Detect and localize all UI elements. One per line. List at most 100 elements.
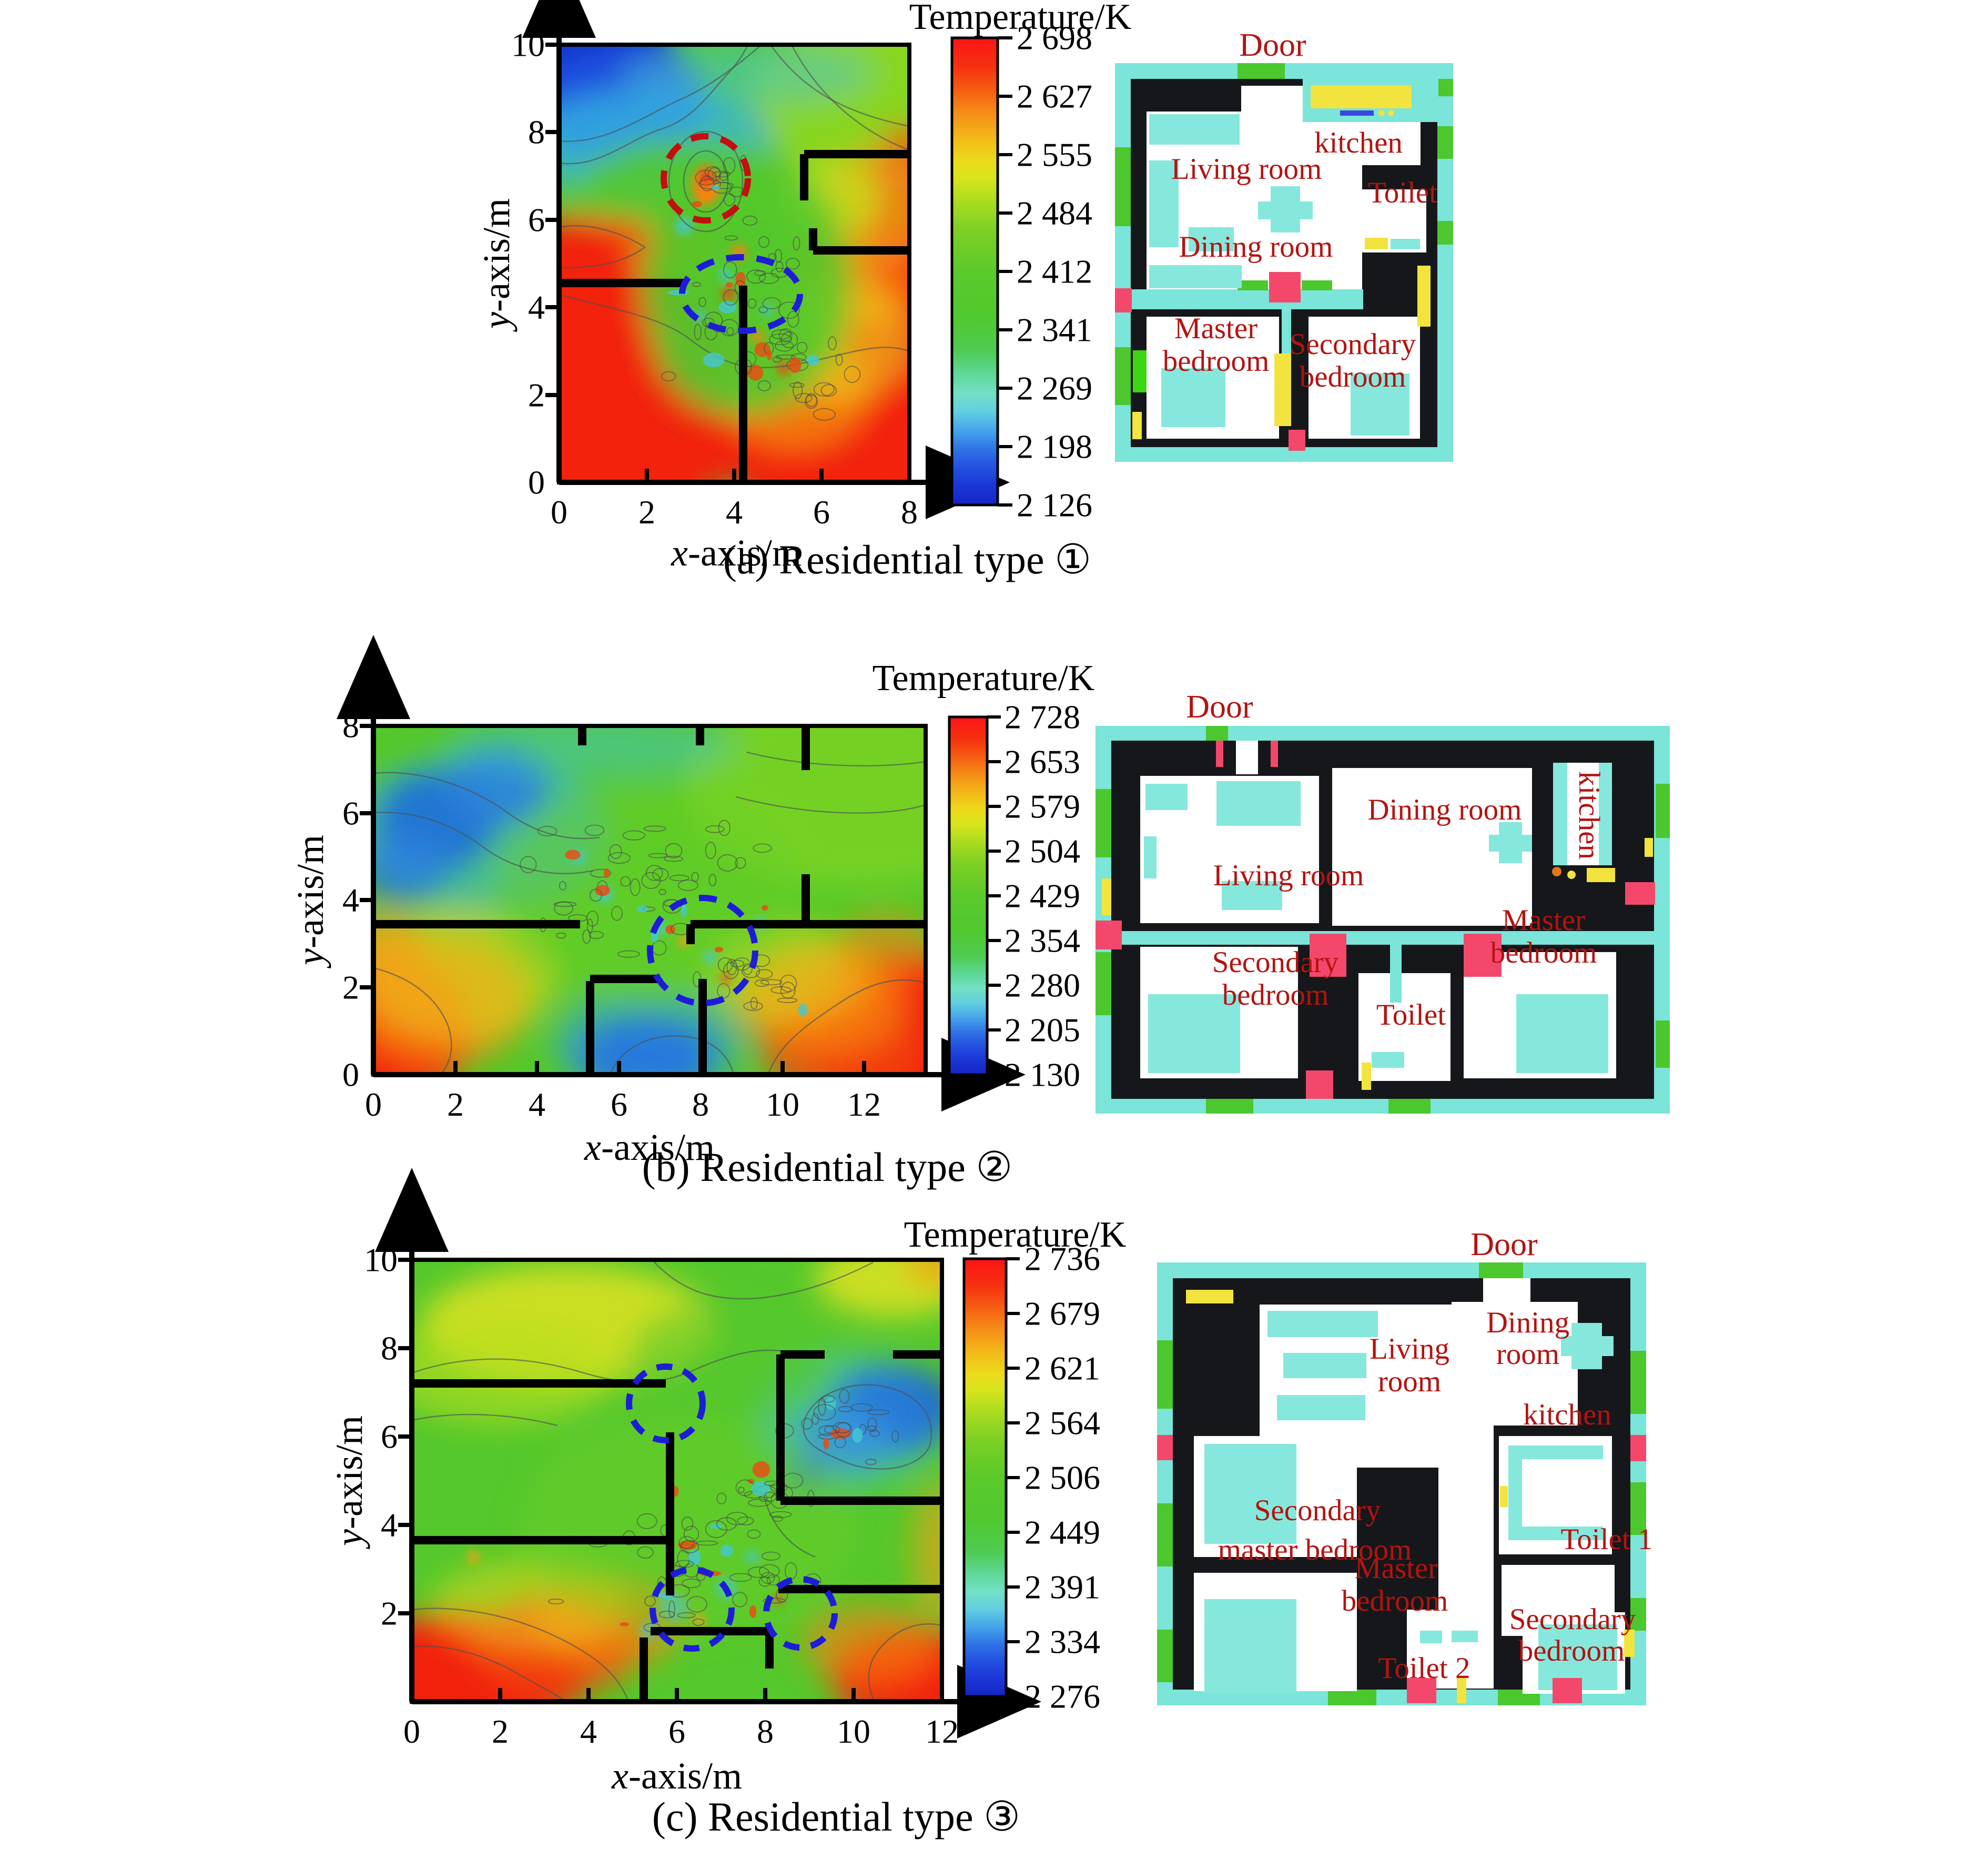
y-axis-title-a: y-axis/m [475, 198, 518, 332]
room-label-secondary: bedroom [1300, 360, 1406, 393]
x-tick-label: 4 [726, 493, 743, 531]
room-label-dining: Dining [1486, 1306, 1569, 1339]
room-label-secondary-master: master bedroom [1218, 1533, 1412, 1566]
panel-b: 0 2 4 6 8 10 12 0 2 4 6 8 x-axis/m y-axi… [289, 635, 1670, 1190]
room-label-living: Living room [1213, 859, 1364, 892]
colorbar-gradient-a [950, 36, 999, 507]
interior-walls-b [373, 726, 926, 1075]
interior-walls-c [412, 1350, 942, 1702]
x-tick-label: 2 [638, 493, 655, 531]
colorbar-label: 2 728 [1005, 699, 1080, 736]
x-axis-title-c: x-axis/m [611, 1755, 742, 1797]
colorbar-a: Temperature/K 2 698 2 627 2 555 2 484 2 … [909, 0, 1132, 524]
room-label-master: bedroom [1163, 345, 1270, 378]
contour-lines-a [559, 45, 909, 369]
colorbar-label: 2 276 [1025, 1678, 1100, 1715]
temperature-field-blobs-b [373, 726, 926, 1075]
room-label-master: bedroom [1490, 936, 1597, 969]
x-tick-label: 2 [492, 1713, 509, 1750]
y-tick-label: 2 [528, 377, 545, 414]
axes-b: 0 2 4 6 8 10 12 0 2 4 6 8 x-axis/m y-axi… [289, 635, 1026, 1168]
x-ticks-c [498, 1688, 944, 1702]
room-label-toilet1: Toilet 1 [1561, 1523, 1653, 1556]
room-label-secondary: Secondary [1290, 328, 1416, 361]
colorbar-label: 2 412 [1017, 253, 1092, 290]
y-ticks-b [360, 724, 373, 989]
room-label-secondary: bedroom [1222, 978, 1329, 1012]
contour-plot-b: 0 2 4 6 8 10 12 0 2 4 6 8 x-axis/m y-axi… [289, 635, 1026, 1168]
x-axis-title-b: x-axis/m [584, 1126, 715, 1168]
x-tick-label: 6 [668, 1713, 685, 1750]
colorbar-label: 2 205 [1005, 1012, 1080, 1049]
floorplan-a-furniture [1149, 114, 1420, 436]
y-tick-label: 2 [381, 1595, 398, 1632]
floorplan-c-yellow-objects [1186, 1290, 1635, 1703]
floorplan-a-yellow-objects [1132, 85, 1431, 439]
annotation-dashed-circle-blue-b [647, 895, 758, 1006]
y-tick-label: 2 [342, 969, 359, 1006]
room-label-kitchen: kitchen [1523, 1398, 1611, 1431]
colorbar-ticks-c [1006, 1257, 1020, 1698]
room-label-toilet: Toilet [1368, 176, 1437, 209]
colorbar-b: Temperature/K 2 728 2 653 2 579 2 504 2 … [873, 658, 1095, 1094]
x-tick-label: 10 [766, 1086, 799, 1123]
floorplan-c-furniture [1204, 1311, 1617, 1693]
room-label-master: Master [1174, 312, 1257, 345]
colorbar-label: 2 506 [1025, 1459, 1100, 1497]
floorplan-b-furniture [1144, 763, 1612, 1073]
y-tick-label: 8 [381, 1330, 398, 1367]
annotation-dashed-circle-blue-c2 [650, 1566, 735, 1652]
room-label-living: Living [1370, 1332, 1449, 1366]
x-tick-label: 0 [551, 493, 567, 531]
interior-walls-a [559, 150, 909, 482]
colorbar-label: 2 579 [1005, 788, 1080, 825]
temperature-field-blobs-a [559, 45, 909, 482]
room-label-living: Living room [1171, 153, 1322, 186]
colorbar-label: 2 698 [1017, 19, 1092, 57]
room-label-kitchen: kitchen [1573, 771, 1606, 860]
room-label-kitchen: kitchen [1314, 126, 1403, 159]
floorplan-a-door-markers [1115, 272, 1305, 451]
x-tick-label: 0 [403, 1713, 420, 1750]
y-tick-label: 8 [528, 114, 545, 151]
x-ticks-b [453, 1061, 866, 1075]
room-label-toilet: Toilet [1376, 998, 1446, 1032]
caption-c: (c) Residential type ③ [652, 1794, 1020, 1839]
room-label-master: Master [1355, 1552, 1438, 1585]
door-label-a: Door [1239, 27, 1306, 63]
colorbar-label: 2 269 [1017, 370, 1092, 407]
colorbar-label: 2 621 [1025, 1350, 1100, 1387]
panel-c: 0 2 4 6 8 10 12 2 4 6 8 10 x-axis/m y-ax… [328, 1168, 1653, 1839]
floorplan-b-window-segments [1096, 726, 1670, 1114]
axes-a: 0 2 4 6 8 0 2 4 6 8 10 x-axis/m y-axis/m [475, 0, 1010, 574]
y-ticks-c [398, 1258, 412, 1615]
x-tick-label: 4 [529, 1086, 545, 1123]
x-tick-label: 2 [447, 1086, 464, 1123]
y-tick-label: 10 [364, 1241, 398, 1279]
y-axis-title-b: y-axis/m [289, 835, 331, 969]
colorbar-label: 2 126 [1017, 487, 1092, 524]
colorbar-label: 2 429 [1005, 877, 1080, 915]
annotation-dashed-ellipse-blue-a [679, 254, 803, 334]
axes-c: 0 2 4 6 8 10 12 2 4 6 8 10 x-axis/m y-ax… [328, 1168, 1041, 1797]
colorbar-label: 2 198 [1017, 428, 1092, 466]
floorplan-c-room-labels: Dining room Living room kitchen Secondar… [1218, 1306, 1653, 1685]
y-tick-label: 4 [528, 289, 545, 326]
room-label-secondary: Secondary [1212, 946, 1339, 979]
x-tick-label: 6 [813, 493, 830, 531]
colorbar-label: 2 280 [1005, 967, 1080, 1004]
x-tick-label: 12 [847, 1086, 881, 1123]
colorbar-label: 2 627 [1017, 78, 1092, 115]
x-tick-label: 6 [611, 1086, 627, 1123]
caption-a: (a) Residential type ① [723, 537, 1091, 582]
y-tick-label: 6 [381, 1418, 398, 1455]
colorbar-label: 2 736 [1025, 1240, 1100, 1278]
colorbar-label: 2 484 [1017, 195, 1092, 232]
colorbar-ticks-b [987, 715, 1001, 1076]
x-tick-label: 0 [365, 1086, 382, 1123]
x-tick-label: 8 [757, 1713, 774, 1750]
y-tick-label: 0 [342, 1056, 359, 1094]
room-label-secondary-master: Secondary [1254, 1494, 1381, 1527]
colorbar-label: 2 653 [1005, 743, 1080, 781]
